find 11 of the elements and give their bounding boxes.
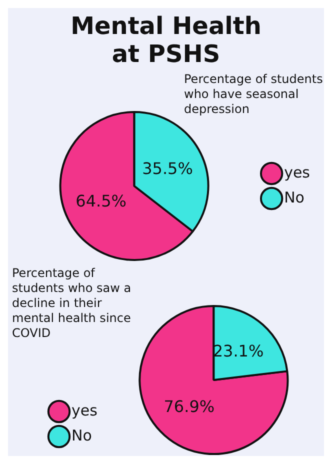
legend-label: yes bbox=[72, 401, 98, 420]
data-label: 76.9% bbox=[164, 396, 215, 416]
data-label: 23.1% bbox=[212, 341, 264, 360]
data-label: 64.5% bbox=[76, 191, 126, 210]
chart-title: Mental Health at PSHS bbox=[70, 11, 262, 70]
data-label: 35.5% bbox=[142, 158, 193, 178]
legend-label: No bbox=[284, 188, 304, 206]
chart-subtitle: Percentage of students who have seasonal depression bbox=[184, 72, 324, 117]
chart-title: Percentage of students who saw a decline in their mental health since COVID bbox=[12, 266, 132, 341]
legend-label: yes bbox=[284, 163, 310, 182]
legend-label: No bbox=[72, 426, 92, 444]
